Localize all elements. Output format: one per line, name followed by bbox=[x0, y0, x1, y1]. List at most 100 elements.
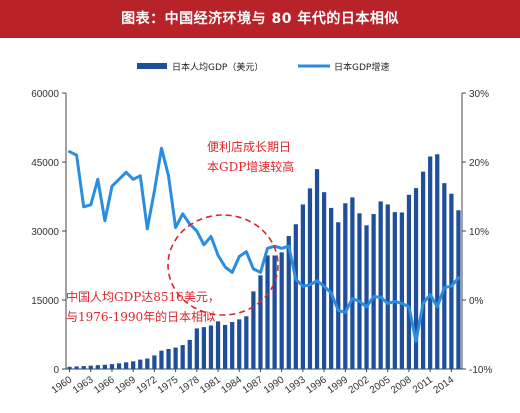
x-tick-label: 1978 bbox=[177, 374, 202, 396]
bar bbox=[343, 203, 348, 369]
bar bbox=[258, 275, 263, 369]
x-tick-label: 2014 bbox=[432, 374, 457, 396]
y-right-tick-label: -10% bbox=[469, 365, 492, 376]
growth-line bbox=[68, 146, 460, 343]
bar bbox=[456, 210, 461, 369]
bar bbox=[208, 325, 214, 369]
bar bbox=[230, 322, 235, 369]
bar bbox=[350, 197, 355, 369]
y-right-tick-label: 30% bbox=[469, 89, 489, 100]
bar bbox=[336, 222, 341, 369]
x-tick-label: 1972 bbox=[135, 374, 160, 396]
x-tick-label: 1990 bbox=[262, 374, 287, 396]
bar bbox=[420, 171, 426, 369]
bar bbox=[187, 339, 192, 369]
annotation-circle bbox=[167, 214, 279, 316]
bar bbox=[399, 212, 405, 369]
annotation-line: 与1976-1990年的日本相似 bbox=[66, 309, 215, 324]
x-tick-label: 1984 bbox=[219, 374, 244, 396]
bar bbox=[123, 362, 129, 369]
bar bbox=[159, 350, 164, 369]
x-tick-label: 1996 bbox=[304, 374, 329, 396]
bar bbox=[67, 366, 72, 369]
y-right-tick-label: 20% bbox=[469, 158, 489, 169]
bar bbox=[364, 225, 369, 369]
line-series bbox=[68, 146, 460, 343]
bar bbox=[406, 194, 412, 369]
x-tick-label: 1966 bbox=[92, 374, 117, 396]
x-tick-label: 2002 bbox=[347, 374, 372, 396]
y-left-tick-labels: 0 15000 30000 45000 60000 bbox=[31, 89, 66, 376]
y-left-tick-label: 60000 bbox=[31, 89, 59, 100]
bar bbox=[435, 154, 440, 369]
bar bbox=[286, 235, 291, 369]
bar bbox=[145, 358, 150, 369]
bar bbox=[371, 214, 376, 369]
bar bbox=[74, 366, 79, 369]
legend-label-line: 日本GDP增速 bbox=[334, 61, 389, 73]
bar bbox=[314, 169, 320, 369]
bar bbox=[293, 224, 298, 369]
legend-bar-swatch bbox=[137, 63, 167, 69]
bar bbox=[131, 361, 136, 369]
bar bbox=[166, 348, 171, 369]
bar bbox=[81, 366, 86, 369]
bar bbox=[442, 183, 447, 369]
bar bbox=[173, 347, 178, 369]
y-left-tick-label: 45000 bbox=[31, 158, 59, 169]
bar bbox=[95, 365, 100, 369]
bar bbox=[109, 364, 115, 369]
bar bbox=[279, 252, 284, 369]
bar bbox=[152, 355, 157, 369]
annotation-convenience-store: 便利店成长期日 本GDP增速较高 bbox=[207, 140, 294, 174]
bar bbox=[222, 324, 228, 369]
x-tick-label: 1975 bbox=[156, 374, 181, 396]
y-left-tick-label: 0 bbox=[53, 365, 59, 376]
bar bbox=[251, 291, 256, 369]
x-tick-label: 2008 bbox=[389, 374, 414, 396]
bar bbox=[392, 212, 397, 369]
annotation-china-gdp: 中国人均GDP达8516美元， 与1976-1990年的日本相似 bbox=[66, 289, 220, 324]
x-tick-label: 1963 bbox=[71, 374, 96, 396]
chart-title-banner: 图表：中国经济环境与 80 年代的日本相似 bbox=[0, 0, 520, 38]
bar bbox=[138, 359, 143, 369]
x-tick-label: 1960 bbox=[50, 374, 75, 396]
x-tick-label: 1981 bbox=[198, 374, 223, 396]
bar bbox=[265, 255, 270, 369]
bar bbox=[428, 156, 433, 369]
bar bbox=[215, 321, 221, 369]
y-right-tick-label: 0% bbox=[469, 296, 484, 307]
bar bbox=[413, 188, 419, 369]
dual-axis-chart: 日本人均GDP（美元） 日本GDP增速 0 15000 30000 45000 6000… bbox=[31, 61, 492, 396]
bar bbox=[237, 319, 242, 369]
y-left-tick-label: 15000 bbox=[31, 296, 59, 307]
x-tick-label: 2011 bbox=[411, 374, 435, 396]
bar bbox=[201, 327, 207, 369]
x-tick-labels: 1960196319661969197219751978198119841987… bbox=[50, 369, 457, 396]
x-tick-label: 1987 bbox=[241, 374, 266, 396]
bar bbox=[357, 213, 362, 369]
bar bbox=[88, 365, 93, 369]
bar bbox=[385, 204, 390, 369]
bar bbox=[378, 201, 383, 369]
bar bbox=[180, 345, 185, 369]
legend-label-bar: 日本人均GDP（美元） bbox=[172, 61, 263, 73]
annotation-line: 本GDP增速较高 bbox=[207, 159, 294, 174]
y-right-tick-labels: -10% 0% 10% 20% 30% bbox=[462, 89, 492, 376]
bar bbox=[102, 364, 108, 369]
x-tick-label: 1999 bbox=[326, 374, 351, 396]
bar-series bbox=[67, 154, 461, 369]
x-tick-label: 1993 bbox=[283, 374, 308, 396]
bar bbox=[307, 188, 313, 369]
bar bbox=[194, 328, 199, 369]
legend: 日本人均GDP（美元） 日本GDP增速 bbox=[137, 61, 389, 73]
bar bbox=[329, 207, 334, 369]
bar bbox=[272, 255, 277, 369]
chart-title: 图表：中国经济环境与 80 年代的日本相似 bbox=[121, 11, 399, 27]
bar bbox=[449, 193, 454, 369]
bar bbox=[321, 192, 327, 369]
annotation-line: 中国人均GDP达8516美元， bbox=[66, 289, 220, 304]
x-tick-label: 1969 bbox=[113, 374, 138, 396]
annotation-line: 便利店成长期日 bbox=[207, 140, 291, 154]
y-right-tick-label: 10% bbox=[469, 227, 489, 238]
